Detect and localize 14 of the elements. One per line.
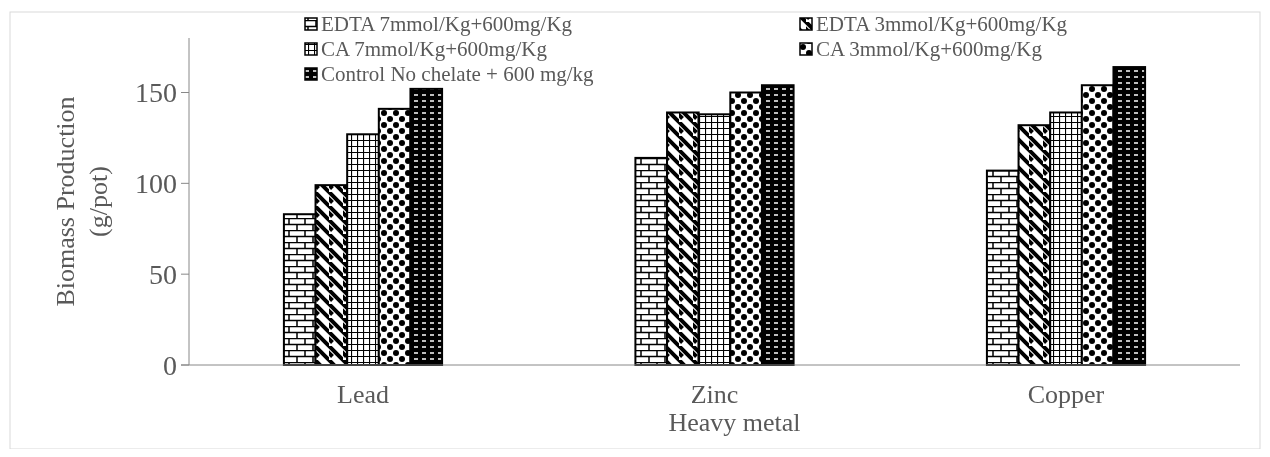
y-axis-title: Biomass Production (g/pot) xyxy=(51,96,113,307)
legend-label: CA 7mmol/Kg+600mg/Kg xyxy=(321,37,548,62)
y-tick-label: 150 xyxy=(135,77,177,109)
legend-label: EDTA 3mmol/Kg+600mg/Kg xyxy=(816,12,1068,37)
y-tick-label: 100 xyxy=(135,168,177,200)
x-tick-label: Zinc xyxy=(690,380,739,409)
x-axis-title: Heavy metal xyxy=(668,408,801,437)
legend-label: Control No chelate + 600 mg/kg xyxy=(321,62,595,87)
y-tick-label: 0 xyxy=(163,349,177,381)
y-tick-label: 50 xyxy=(149,258,177,290)
legend-label: CA 3mmol/Kg+600mg/Kg xyxy=(816,37,1043,62)
x-tick-label: Lead xyxy=(337,380,389,409)
legend-label: EDTA 7mmol/Kg+600mg/Kg xyxy=(321,12,573,37)
x-tick-label: Copper xyxy=(1027,380,1105,409)
